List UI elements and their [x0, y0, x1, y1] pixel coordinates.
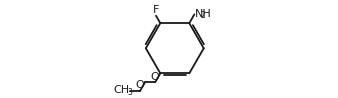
Text: 2: 2 [200, 11, 205, 20]
Text: O: O [136, 80, 144, 90]
Text: F: F [152, 5, 159, 15]
Text: O: O [151, 72, 160, 82]
Text: NH: NH [195, 9, 212, 19]
Text: 3: 3 [127, 88, 132, 97]
Text: CH: CH [113, 85, 129, 95]
